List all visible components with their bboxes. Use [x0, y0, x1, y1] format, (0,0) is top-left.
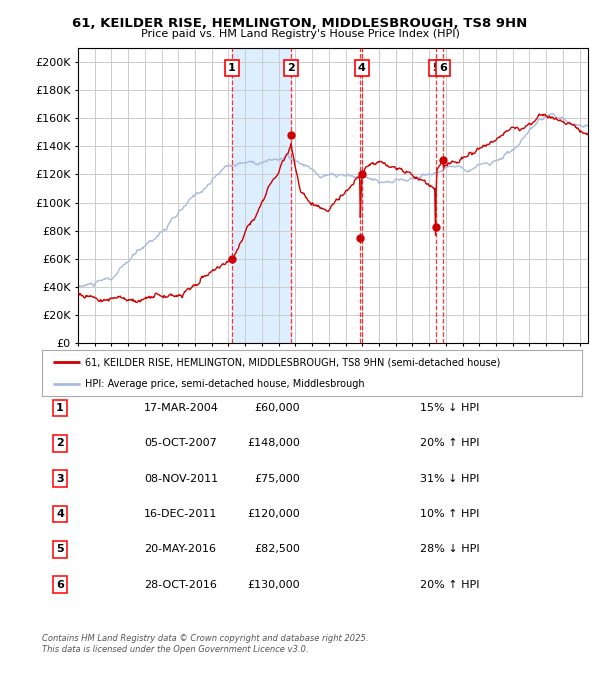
Text: 17-MAR-2004: 17-MAR-2004: [144, 403, 219, 413]
Text: 5: 5: [431, 63, 439, 73]
Text: 5: 5: [56, 545, 64, 554]
Text: 3: 3: [56, 474, 64, 483]
Text: 61, KEILDER RISE, HEMLINGTON, MIDDLESBROUGH, TS8 9HN (semi-detached house): 61, KEILDER RISE, HEMLINGTON, MIDDLESBRO…: [85, 358, 500, 367]
Text: 1: 1: [56, 403, 64, 413]
Text: HPI: Average price, semi-detached house, Middlesbrough: HPI: Average price, semi-detached house,…: [85, 379, 365, 389]
Text: 4: 4: [56, 509, 64, 519]
Text: 20% ↑ HPI: 20% ↑ HPI: [420, 580, 479, 590]
Text: Price paid vs. HM Land Registry's House Price Index (HPI): Price paid vs. HM Land Registry's House …: [140, 29, 460, 39]
Text: 10% ↑ HPI: 10% ↑ HPI: [420, 509, 479, 519]
Text: This data is licensed under the Open Government Licence v3.0.: This data is licensed under the Open Gov…: [42, 645, 308, 654]
Text: £60,000: £60,000: [254, 403, 300, 413]
Text: £148,000: £148,000: [247, 439, 300, 448]
Bar: [232, 48, 292, 343]
Text: 2: 2: [287, 63, 295, 73]
Text: 28-OCT-2016: 28-OCT-2016: [144, 580, 217, 590]
Text: 05-OCT-2007: 05-OCT-2007: [144, 439, 217, 448]
Text: 20% ↑ HPI: 20% ↑ HPI: [420, 439, 479, 448]
Text: 61, KEILDER RISE, HEMLINGTON, MIDDLESBROUGH, TS8 9HN: 61, KEILDER RISE, HEMLINGTON, MIDDLESBRO…: [73, 17, 527, 30]
Text: £130,000: £130,000: [247, 580, 300, 590]
Text: 6: 6: [56, 580, 64, 590]
Text: 6: 6: [439, 63, 447, 73]
Text: £82,500: £82,500: [254, 545, 300, 554]
Text: 2: 2: [56, 439, 64, 448]
Text: 15% ↓ HPI: 15% ↓ HPI: [420, 403, 479, 413]
Text: 4: 4: [358, 63, 365, 73]
Text: £120,000: £120,000: [247, 509, 300, 519]
Text: 1: 1: [228, 63, 236, 73]
Text: Contains HM Land Registry data © Crown copyright and database right 2025.: Contains HM Land Registry data © Crown c…: [42, 634, 368, 643]
Text: 16-DEC-2011: 16-DEC-2011: [144, 509, 217, 519]
Text: 31% ↓ HPI: 31% ↓ HPI: [420, 474, 479, 483]
Text: 08-NOV-2011: 08-NOV-2011: [144, 474, 218, 483]
Text: 28% ↓ HPI: 28% ↓ HPI: [420, 545, 479, 554]
Text: £75,000: £75,000: [254, 474, 300, 483]
Text: 20-MAY-2016: 20-MAY-2016: [144, 545, 216, 554]
